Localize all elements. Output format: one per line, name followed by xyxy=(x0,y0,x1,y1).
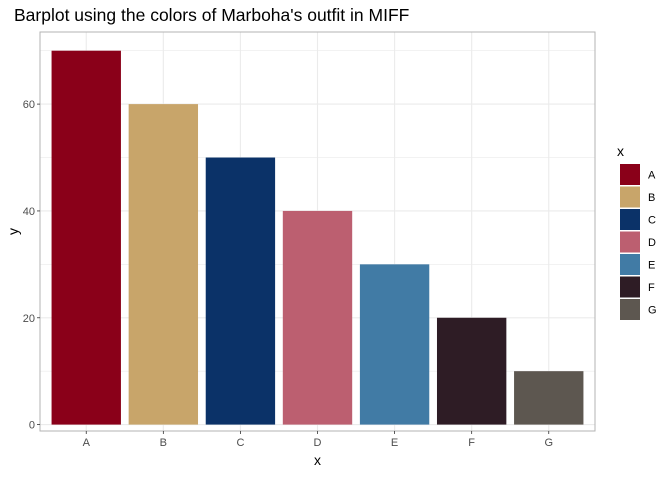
bar-a xyxy=(51,50,121,425)
bars xyxy=(51,50,584,425)
legend-key-c xyxy=(620,209,640,230)
chart-title: Barplot using the colors of Marboha's ou… xyxy=(14,5,409,25)
legend-key-d xyxy=(620,231,640,253)
legend-label: G xyxy=(648,305,657,317)
legend-label: D xyxy=(648,237,656,249)
legend-key-b xyxy=(620,186,640,208)
x-tick-label: B xyxy=(160,437,167,449)
legend-key-a xyxy=(620,164,640,185)
y-axis-ticks: 0 20 40 60 xyxy=(23,99,40,432)
x-tick-label: F xyxy=(468,437,475,449)
bar-f xyxy=(436,317,507,425)
x-tick-label: E xyxy=(391,437,398,449)
x-axis-ticks: A B C D E F G xyxy=(83,431,553,449)
legend-label: F xyxy=(648,282,655,294)
bar-g xyxy=(514,371,584,425)
legend-label: A xyxy=(648,170,656,182)
bar-d xyxy=(282,210,353,425)
y-tick-label: 0 xyxy=(29,420,35,432)
x-tick-label: C xyxy=(236,437,244,449)
bar-b xyxy=(128,104,199,425)
legend-key-g xyxy=(620,299,640,320)
x-axis-title: x xyxy=(314,452,321,468)
y-axis-title: y xyxy=(5,228,21,235)
bar-e xyxy=(359,264,430,425)
x-tick-label: G xyxy=(544,437,553,449)
legend-title: x xyxy=(617,143,624,159)
bar-c xyxy=(205,157,276,425)
legend-key-f xyxy=(620,276,640,298)
x-tick-label: A xyxy=(83,437,91,449)
y-tick-label: 60 xyxy=(23,99,35,111)
legend-key-e xyxy=(620,254,640,275)
legend-label: E xyxy=(648,260,655,272)
legend-label: B xyxy=(648,192,655,204)
x-tick-label: D xyxy=(314,437,322,449)
y-tick-label: 40 xyxy=(23,206,35,218)
legend-label: C xyxy=(648,215,656,227)
y-tick-label: 20 xyxy=(23,313,35,325)
